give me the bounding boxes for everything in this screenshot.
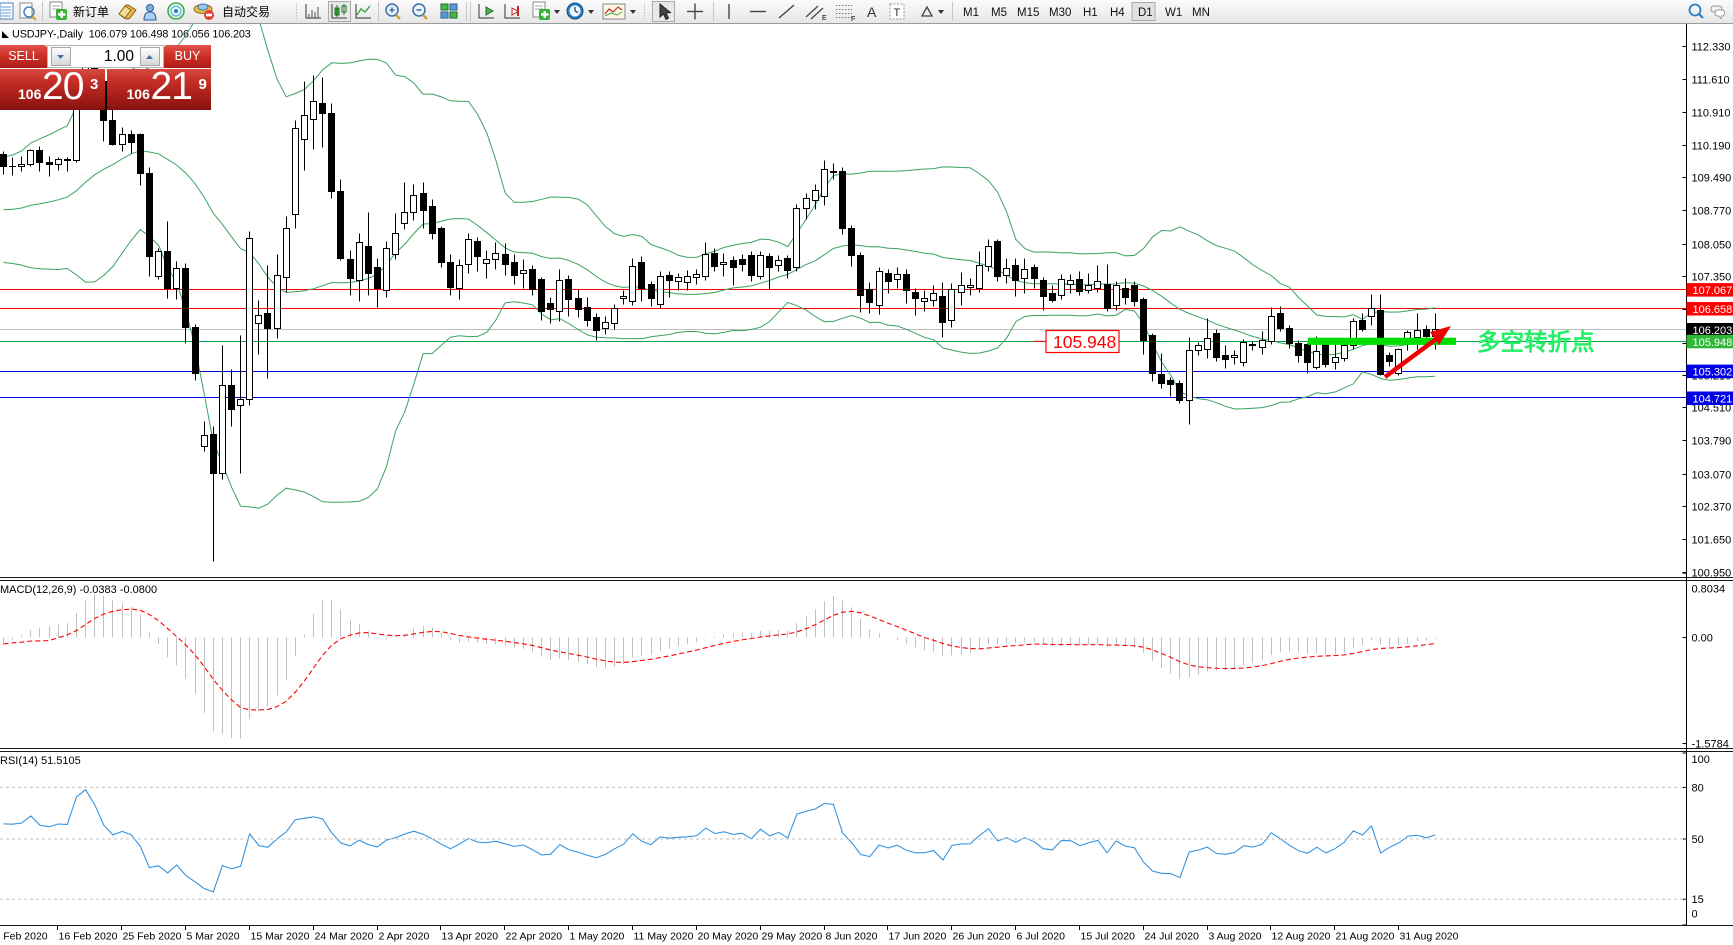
svg-text:11 May 2020: 11 May 2020 xyxy=(634,931,694,943)
svg-text:106.658: 106.658 xyxy=(1693,304,1733,316)
svg-text:A: A xyxy=(867,4,877,20)
svg-text:USDJPY-,Daily 106.079 106.498: USDJPY-,Daily 106.079 106.498 106.056 10… xyxy=(12,29,251,41)
svg-text:103.070: 103.070 xyxy=(1692,470,1732,482)
svg-text:T: T xyxy=(894,7,901,19)
svg-text:107.350: 107.350 xyxy=(1692,272,1732,284)
svg-text:16 Feb 2020: 16 Feb 2020 xyxy=(59,931,118,943)
svg-text:21 Aug 2020: 21 Aug 2020 xyxy=(1336,931,1395,943)
svg-text:29 May 2020: 29 May 2020 xyxy=(762,931,823,943)
svg-text:M15: M15 xyxy=(1017,7,1039,19)
svg-text:W1: W1 xyxy=(1165,7,1182,19)
svg-text:0.8034: 0.8034 xyxy=(1692,584,1726,596)
svg-text:MN: MN xyxy=(1192,7,1210,19)
svg-text:31 Aug 2020: 31 Aug 2020 xyxy=(1400,931,1459,943)
svg-text:15 Jul 2020: 15 Jul 2020 xyxy=(1081,931,1135,943)
svg-text:RSI(14) 51.5105: RSI(14) 51.5105 xyxy=(0,755,81,767)
svg-text:自动交易: 自动交易 xyxy=(222,4,270,19)
svg-text:H4: H4 xyxy=(1110,7,1125,19)
svg-text:50: 50 xyxy=(1692,834,1704,846)
svg-text:0: 0 xyxy=(1692,909,1698,921)
svg-text:D1: D1 xyxy=(1138,7,1153,19)
svg-text:107.067: 107.067 xyxy=(1693,285,1733,297)
svg-text:100.950: 100.950 xyxy=(1692,568,1732,580)
svg-text:108.050: 108.050 xyxy=(1692,240,1732,252)
svg-text:105.948: 105.948 xyxy=(1053,332,1116,352)
svg-text:13 Apr 2020: 13 Apr 2020 xyxy=(442,931,499,943)
svg-text:20 May 2020: 20 May 2020 xyxy=(698,931,759,943)
svg-text:25 Feb 2020: 25 Feb 2020 xyxy=(123,931,182,943)
svg-text:M5: M5 xyxy=(991,7,1007,19)
svg-text:9 Feb 2020: 9 Feb 2020 xyxy=(0,931,48,943)
svg-text:2 Apr 2020: 2 Apr 2020 xyxy=(379,931,430,943)
svg-text:1 May 2020: 1 May 2020 xyxy=(570,931,625,943)
svg-text:15 Mar 2020: 15 Mar 2020 xyxy=(251,931,310,943)
svg-text:105.302: 105.302 xyxy=(1693,367,1733,379)
svg-text:-1.5784: -1.5784 xyxy=(1692,739,1729,751)
svg-text:101.650: 101.650 xyxy=(1692,535,1732,547)
svg-text:H1: H1 xyxy=(1083,7,1098,19)
svg-text:E: E xyxy=(822,15,827,22)
svg-text:3 Aug 2020: 3 Aug 2020 xyxy=(1209,931,1262,943)
svg-text:M1: M1 xyxy=(963,7,979,19)
svg-text:0.00: 0.00 xyxy=(1692,633,1713,645)
svg-text:F: F xyxy=(851,16,855,23)
svg-text:8 Jun 2020: 8 Jun 2020 xyxy=(826,931,878,943)
svg-text:110.190: 110.190 xyxy=(1692,141,1731,153)
svg-text:111.610: 111.610 xyxy=(1692,75,1730,87)
svg-text:24 Jul 2020: 24 Jul 2020 xyxy=(1145,931,1199,943)
svg-text:新订单: 新订单 xyxy=(73,4,109,19)
svg-text:104.510: 104.510 xyxy=(1692,403,1732,415)
svg-text:17 Jun 2020: 17 Jun 2020 xyxy=(889,931,947,943)
svg-text:26 Jun 2020: 26 Jun 2020 xyxy=(953,931,1011,943)
svg-text:6 Jul 2020: 6 Jul 2020 xyxy=(1017,931,1066,943)
svg-text:100: 100 xyxy=(1692,754,1710,766)
svg-text:110.910: 110.910 xyxy=(1692,108,1731,120)
svg-text:22 Apr 2020: 22 Apr 2020 xyxy=(506,931,563,943)
svg-text:多空转折点: 多空转折点 xyxy=(1477,328,1595,355)
svg-text:112.330: 112.330 xyxy=(1692,42,1731,54)
svg-text:108.770: 108.770 xyxy=(1692,206,1732,218)
svg-text:109.490: 109.490 xyxy=(1692,173,1732,185)
svg-text:5 Mar 2020: 5 Mar 2020 xyxy=(187,931,240,943)
svg-text:80: 80 xyxy=(1692,782,1704,794)
svg-text:106.203: 106.203 xyxy=(1693,325,1733,337)
svg-text:103.790: 103.790 xyxy=(1692,436,1732,448)
svg-text:M30: M30 xyxy=(1049,7,1071,19)
svg-text:15: 15 xyxy=(1692,894,1704,906)
svg-text:24 Mar 2020: 24 Mar 2020 xyxy=(315,931,374,943)
svg-text:102.370: 102.370 xyxy=(1692,502,1732,514)
svg-text:105.948: 105.948 xyxy=(1693,337,1733,349)
svg-text:104.721: 104.721 xyxy=(1693,394,1733,406)
svg-text:MACD(12,26,9) -0.0383 -0.0800: MACD(12,26,9) -0.0383 -0.0800 xyxy=(0,584,157,596)
svg-text:12 Aug 2020: 12 Aug 2020 xyxy=(1272,931,1331,943)
